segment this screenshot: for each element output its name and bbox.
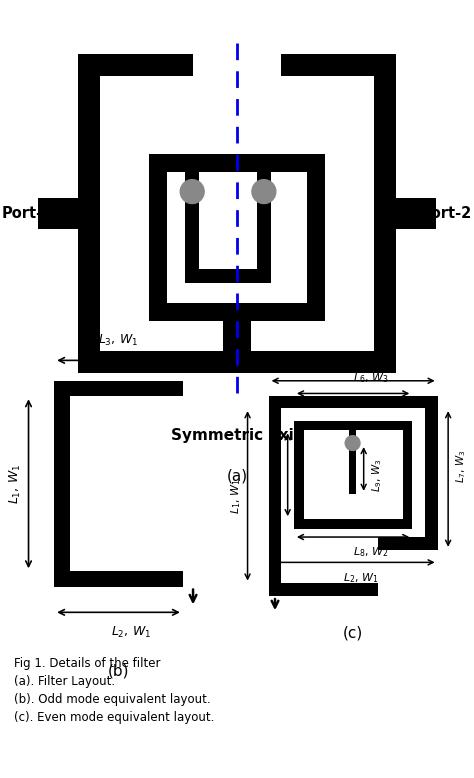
Text: $L_3,\,W_1$: $L_3,\,W_1$ <box>98 332 139 348</box>
Circle shape <box>345 436 360 450</box>
Bar <box>149 154 325 172</box>
Text: $L_7,\,W_3$: $L_7,\,W_3$ <box>455 449 468 483</box>
Bar <box>149 303 325 321</box>
Bar <box>78 54 100 373</box>
Bar <box>257 172 271 283</box>
Bar <box>269 584 378 596</box>
Text: Fig 1. Details of the filter
(a). Filter Layout.
(b). Odd mode equivalent layout: Fig 1. Details of the filter (a). Filter… <box>14 657 215 724</box>
Text: $L_9,\,W_3$: $L_9,\,W_3$ <box>370 457 384 492</box>
Text: $L_6,\,W_3$: $L_6,\,W_3$ <box>353 371 389 385</box>
Bar <box>185 172 199 283</box>
Text: Port-1: Port-1 <box>2 206 54 221</box>
Bar <box>149 154 167 321</box>
Circle shape <box>180 180 204 204</box>
Bar <box>378 537 438 550</box>
Bar <box>294 519 412 528</box>
Bar <box>54 571 183 587</box>
Text: Port-2: Port-2 <box>420 206 472 221</box>
Bar <box>403 421 412 528</box>
Text: (b): (b) <box>108 664 129 678</box>
Bar <box>396 198 468 230</box>
Bar <box>185 269 271 283</box>
Bar <box>54 381 70 587</box>
Bar <box>294 421 303 528</box>
Text: $L_5,\,W_3$: $L_5,\,W_3$ <box>270 457 283 492</box>
Bar <box>425 395 438 550</box>
Bar <box>78 54 396 76</box>
Bar <box>269 395 438 408</box>
Bar <box>269 395 282 596</box>
Bar <box>6 198 78 230</box>
Text: (c): (c) <box>343 626 363 641</box>
Text: Symmetric axis: Symmetric axis <box>171 429 303 443</box>
Bar <box>374 54 396 373</box>
Bar <box>193 54 281 76</box>
Bar <box>349 430 356 494</box>
Bar <box>307 154 325 321</box>
Bar <box>54 381 183 396</box>
Text: $L_2,\,W_1$: $L_2,\,W_1$ <box>344 571 380 584</box>
Bar <box>78 351 396 373</box>
Text: $L_1,\,W_1$: $L_1,\,W_1$ <box>8 464 23 504</box>
Bar <box>294 421 412 430</box>
Text: (a): (a) <box>227 468 247 483</box>
Text: $L_8,\,W_2$: $L_8,\,W_2$ <box>353 545 389 559</box>
Bar <box>223 321 251 351</box>
Text: $L_3,\,W_1$: $L_3,\,W_1$ <box>310 356 346 370</box>
Circle shape <box>252 180 276 204</box>
Text: $L_2,\,W_1$: $L_2,\,W_1$ <box>111 626 152 640</box>
Text: $L_1,\,W_1$: $L_1,\,W_1$ <box>229 478 243 514</box>
